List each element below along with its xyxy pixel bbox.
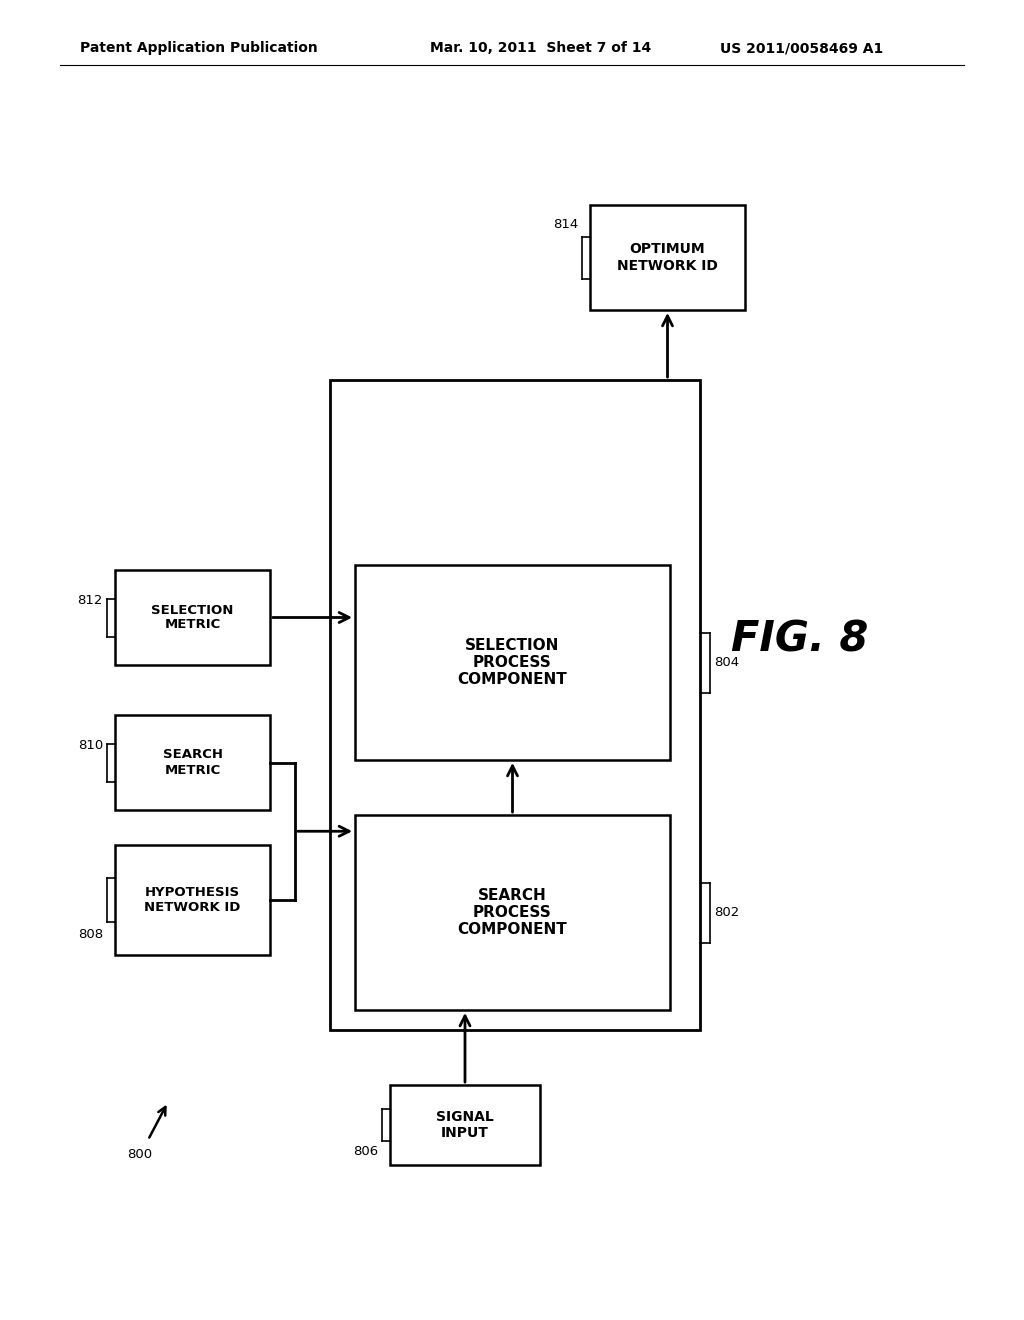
Text: Patent Application Publication: Patent Application Publication <box>80 41 317 55</box>
Bar <box>355 814 670 1010</box>
Text: SELECTION
PROCESS
COMPONENT: SELECTION PROCESS COMPONENT <box>458 638 567 688</box>
Text: FIG. 8: FIG. 8 <box>731 619 868 661</box>
Text: 808: 808 <box>78 928 103 940</box>
Bar <box>390 1085 540 1166</box>
Bar <box>330 380 700 1030</box>
Text: SIGNAL
INPUT: SIGNAL INPUT <box>436 1110 494 1140</box>
Text: 806: 806 <box>353 1144 378 1158</box>
Text: SELECTION
METRIC: SELECTION METRIC <box>152 603 233 631</box>
Text: 800: 800 <box>127 1148 153 1162</box>
Text: 804: 804 <box>714 656 739 669</box>
Bar <box>115 570 270 665</box>
Bar <box>590 205 745 310</box>
Text: OPTIMUM
NETWORK ID: OPTIMUM NETWORK ID <box>617 243 718 273</box>
Bar <box>115 715 270 810</box>
Bar <box>355 565 670 760</box>
Text: Mar. 10, 2011  Sheet 7 of 14: Mar. 10, 2011 Sheet 7 of 14 <box>430 41 651 55</box>
Text: US 2011/0058469 A1: US 2011/0058469 A1 <box>720 41 884 55</box>
Text: SEARCH
METRIC: SEARCH METRIC <box>163 748 222 776</box>
Bar <box>115 845 270 954</box>
Text: 814: 814 <box>553 219 578 231</box>
Text: HYPOTHESIS
NETWORK ID: HYPOTHESIS NETWORK ID <box>144 886 241 913</box>
Text: SEARCH
PROCESS
COMPONENT: SEARCH PROCESS COMPONENT <box>458 887 567 937</box>
Text: 812: 812 <box>78 594 103 607</box>
Text: 810: 810 <box>78 739 103 752</box>
Text: 802: 802 <box>714 906 739 919</box>
